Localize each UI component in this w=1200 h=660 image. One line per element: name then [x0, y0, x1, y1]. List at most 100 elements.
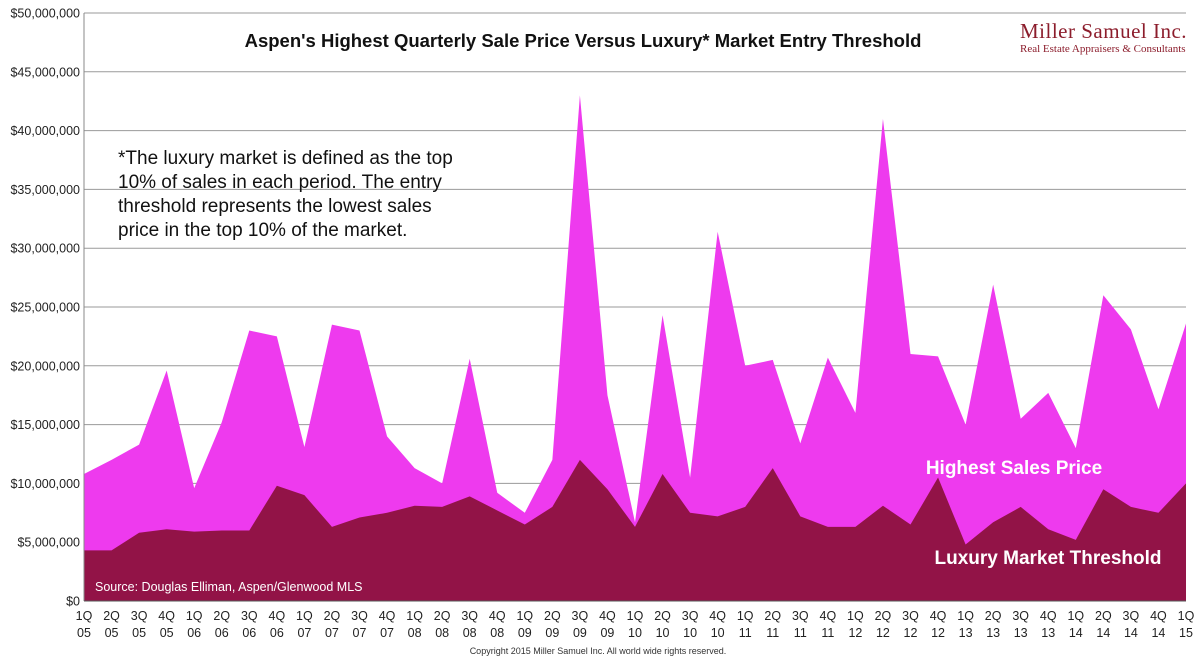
x-tick-quarter: 3Q: [131, 609, 148, 623]
x-tick-year: 14: [1096, 626, 1110, 640]
x-tick-quarter: 3Q: [572, 609, 589, 623]
x-tick-quarter: 1Q: [1178, 609, 1195, 623]
x-tick-quarter: 1Q: [627, 609, 644, 623]
x-tick-year: 14: [1151, 626, 1165, 640]
x-axis-ticks: 1Q 05 2Q 05 3Q 05 4Q 05 1Q 06 2Q 06 3Q 06 4Q 06 1Q 07 2Q 07…: [76, 609, 1195, 640]
y-tick-label: $35,000,000: [10, 183, 80, 197]
x-tick-quarter: 4Q: [1150, 609, 1167, 623]
x-tick-quarter: 2Q: [654, 609, 671, 623]
x-tick-year: 07: [325, 626, 339, 640]
x-tick-quarter: 3Q: [461, 609, 478, 623]
x-tick-year: 06: [270, 626, 284, 640]
footnote: *The luxury market is defined as the top…: [118, 148, 453, 241]
x-tick-quarter: 2Q: [103, 609, 120, 623]
x-tick-year: 07: [380, 626, 394, 640]
x-tick-year: 12: [904, 626, 918, 640]
x-tick-year: 10: [628, 626, 642, 640]
logo-company-name: Miller Samuel Inc.: [1020, 19, 1187, 43]
x-tick-year: 13: [986, 626, 1000, 640]
x-tick-quarter: 2Q: [213, 609, 230, 623]
x-tick-year: 08: [490, 626, 504, 640]
x-tick-year: 05: [105, 626, 119, 640]
x-tick-year: 13: [959, 626, 973, 640]
x-tick-year: 13: [1014, 626, 1028, 640]
x-tick-year: 05: [160, 626, 174, 640]
x-tick-year: 12: [876, 626, 890, 640]
x-tick-year: 05: [77, 626, 91, 640]
x-tick-year: 08: [435, 626, 449, 640]
y-tick-label: $10,000,000: [10, 477, 80, 491]
y-tick-label: $20,000,000: [10, 359, 80, 373]
x-tick-year: 10: [656, 626, 670, 640]
label-luxury-market-threshold: Luxury Market Threshold: [935, 548, 1162, 569]
x-tick-quarter: 4Q: [489, 609, 506, 623]
x-tick-year: 07: [353, 626, 367, 640]
x-tick-quarter: 2Q: [1095, 609, 1112, 623]
x-tick-year: 12: [848, 626, 862, 640]
x-tick-quarter: 1Q: [186, 609, 203, 623]
x-tick-quarter: 1Q: [76, 609, 93, 623]
y-tick-label: $15,000,000: [10, 418, 80, 432]
x-tick-year: 07: [297, 626, 311, 640]
x-tick-quarter: 3Q: [1012, 609, 1029, 623]
x-tick-year: 05: [132, 626, 146, 640]
x-tick-year: 10: [683, 626, 697, 640]
source-note: Source: Douglas Elliman, Aspen/Glenwood …: [95, 580, 363, 594]
x-tick-year: 09: [600, 626, 614, 640]
x-tick-year: 10: [711, 626, 725, 640]
x-tick-quarter: 1Q: [1067, 609, 1084, 623]
x-tick-quarter: 4Q: [269, 609, 286, 623]
x-tick-quarter: 1Q: [847, 609, 864, 623]
x-tick-year: 13: [1041, 626, 1055, 640]
x-tick-year: 08: [408, 626, 422, 640]
x-tick-quarter: 4Q: [930, 609, 947, 623]
area-luxury-market-threshold: [84, 459, 1186, 601]
x-tick-quarter: 1Q: [296, 609, 313, 623]
footnote-line-4: price in the top 10% of the market.: [118, 220, 407, 241]
series-areas: [84, 95, 1186, 601]
logo-tagline: Real Estate Appraisers & Consultants: [1020, 43, 1186, 55]
y-tick-label: $45,000,000: [10, 65, 80, 79]
x-tick-year: 11: [766, 626, 779, 640]
x-tick-quarter: 2Q: [985, 609, 1002, 623]
x-tick-quarter: 1Q: [957, 609, 974, 623]
company-logo: Miller Samuel Inc. Real Estate Appraiser…: [1020, 19, 1187, 55]
x-tick-quarter: 3Q: [351, 609, 368, 623]
footnote-line-1: *The luxury market is defined as the top: [118, 148, 453, 169]
x-tick-quarter: 3Q: [241, 609, 258, 623]
footnote-line-2: 10% of sales in each period. The entry: [118, 172, 442, 193]
x-tick-quarter: 4Q: [158, 609, 175, 623]
x-tick-quarter: 4Q: [379, 609, 396, 623]
y-tick-label: $0: [66, 595, 80, 609]
x-tick-year: 09: [573, 626, 587, 640]
area-highest-sales-price: [84, 95, 1186, 601]
y-tick-label: $30,000,000: [10, 242, 80, 256]
x-tick-quarter: 3Q: [682, 609, 699, 623]
x-tick-year: 12: [931, 626, 945, 640]
y-tick-label: $25,000,000: [10, 301, 80, 315]
x-tick-quarter: 2Q: [764, 609, 781, 623]
x-tick-year: 14: [1124, 626, 1138, 640]
x-tick-quarter: 4Q: [820, 609, 837, 623]
x-tick-year: 11: [821, 626, 834, 640]
chart-title: Aspen's Highest Quarterly Sale Price Ver…: [245, 30, 922, 51]
x-tick-year: 14: [1069, 626, 1083, 640]
x-tick-quarter: 2Q: [324, 609, 341, 623]
y-axis-ticks: $0 $5,000,000 $10,000,000 $15,000,000 $20,00…: [10, 7, 80, 609]
y-tick-label: $50,000,000: [10, 7, 80, 21]
x-tick-year: 06: [242, 626, 256, 640]
axes: [83, 13, 1186, 602]
x-tick-year: 15: [1179, 626, 1193, 640]
y-tick-label: $40,000,000: [10, 124, 80, 138]
x-tick-year: 11: [739, 626, 752, 640]
x-tick-year: 09: [518, 626, 532, 640]
x-tick-quarter: 2Q: [434, 609, 451, 623]
x-tick-quarter: 1Q: [516, 609, 533, 623]
x-tick-quarter: 1Q: [737, 609, 754, 623]
x-tick-quarter: 3Q: [902, 609, 919, 623]
x-tick-year: 09: [545, 626, 559, 640]
footnote-line-3: threshold represents the lowest sales: [118, 196, 432, 217]
x-tick-quarter: 4Q: [599, 609, 616, 623]
x-tick-quarter: 4Q: [1040, 609, 1057, 623]
